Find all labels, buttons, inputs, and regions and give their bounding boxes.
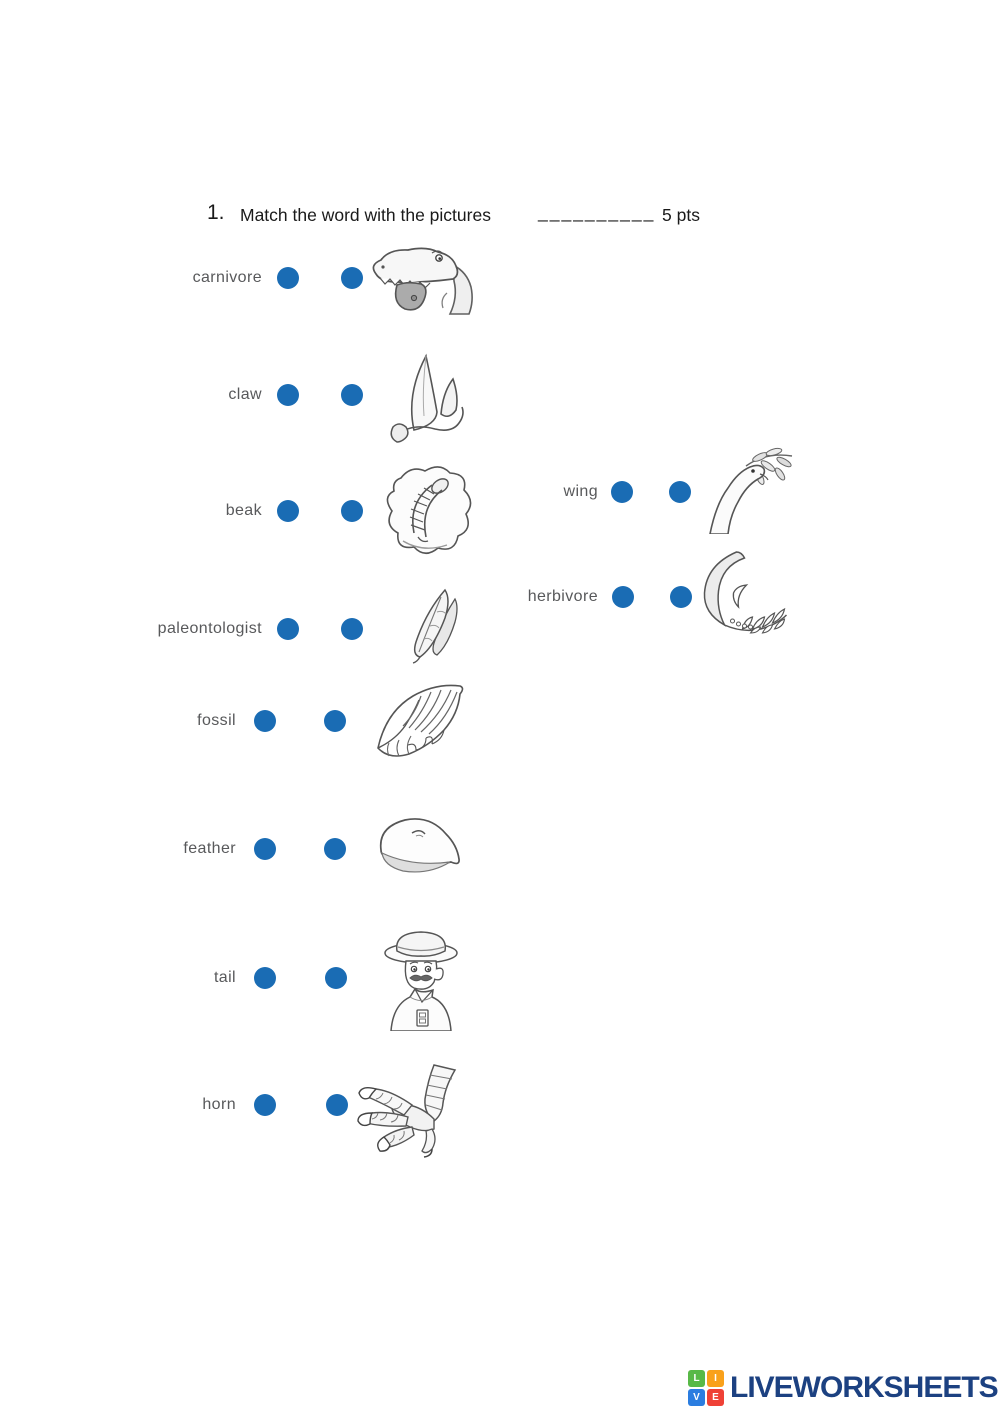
- picture-dot-paleontologist-man[interactable]: [325, 967, 347, 989]
- word-dot-herbivore[interactable]: [612, 586, 634, 608]
- exercise-title: Match the word with the pictures: [240, 205, 491, 225]
- trex-head-image: [368, 241, 476, 315]
- liveworksheets-logo-icon: L I V E: [688, 1370, 724, 1406]
- word-label-herbivore: herbivore: [527, 588, 598, 605]
- word-dot-feather[interactable]: [254, 838, 276, 860]
- picture-dot-feathers[interactable]: [341, 618, 363, 640]
- exercise-number: 1.: [207, 201, 225, 224]
- paleontologist-man-image: [381, 926, 461, 1031]
- picture-dot-bird-wing[interactable]: [324, 710, 346, 732]
- liveworksheets-logo: L I V E LIVEWORKSHEETS: [688, 1368, 999, 1408]
- feathers-image: [397, 586, 463, 666]
- picture-dot-herbivore-eating[interactable]: [669, 481, 691, 503]
- logo-tile-i: I: [707, 1370, 724, 1387]
- word-dot-claw[interactable]: [277, 384, 299, 406]
- word-label-feather: feather: [183, 840, 236, 857]
- bird-wing-image: [371, 678, 467, 768]
- word-dot-tail[interactable]: [254, 967, 276, 989]
- logo-tile-l: L: [688, 1370, 705, 1387]
- logo-tile-e: E: [707, 1389, 724, 1406]
- word-label-claw: claw: [228, 386, 262, 403]
- picture-dot-trex-head[interactable]: [341, 267, 363, 289]
- word-label-beak: beak: [225, 502, 262, 519]
- points-label: 5 pts: [662, 205, 700, 225]
- spiky-tail-image: [694, 549, 795, 634]
- word-dot-paleontologist[interactable]: [277, 618, 299, 640]
- picture-dot-spiky-tail[interactable]: [670, 586, 692, 608]
- picture-dot-dino-horns[interactable]: [341, 384, 363, 406]
- score-blank: __________: [538, 202, 656, 222]
- word-dot-beak[interactable]: [277, 500, 299, 522]
- word-dot-wing[interactable]: [611, 481, 633, 503]
- word-label-tail: tail: [213, 969, 236, 986]
- logo-tile-v: V: [688, 1389, 705, 1406]
- dino-horns-image: [386, 350, 471, 445]
- picture-dot-dino-claw-foot[interactable]: [326, 1094, 348, 1116]
- herbivore-eating-leaves-image: [702, 446, 794, 534]
- picture-dot-bird-beak[interactable]: [324, 838, 346, 860]
- trilobite-fossil-image: [380, 461, 476, 561]
- logo-wordmark: LIVEWORKSHEETS: [730, 1371, 999, 1404]
- word-label-wing: wing: [563, 483, 598, 500]
- bird-beak-image: [367, 812, 462, 880]
- word-label-horn: horn: [202, 1096, 236, 1113]
- dino-claw-foot-image: [352, 1063, 458, 1158]
- picture-dot-trilobite-fossil[interactable]: [341, 500, 363, 522]
- word-label-paleontologist: paleontologist: [157, 620, 262, 637]
- word-dot-fossil[interactable]: [254, 710, 276, 732]
- word-dot-horn[interactable]: [254, 1094, 276, 1116]
- word-label-carnivore: carnivore: [192, 269, 262, 286]
- word-dot-carnivore[interactable]: [277, 267, 299, 289]
- word-label-fossil: fossil: [197, 712, 236, 729]
